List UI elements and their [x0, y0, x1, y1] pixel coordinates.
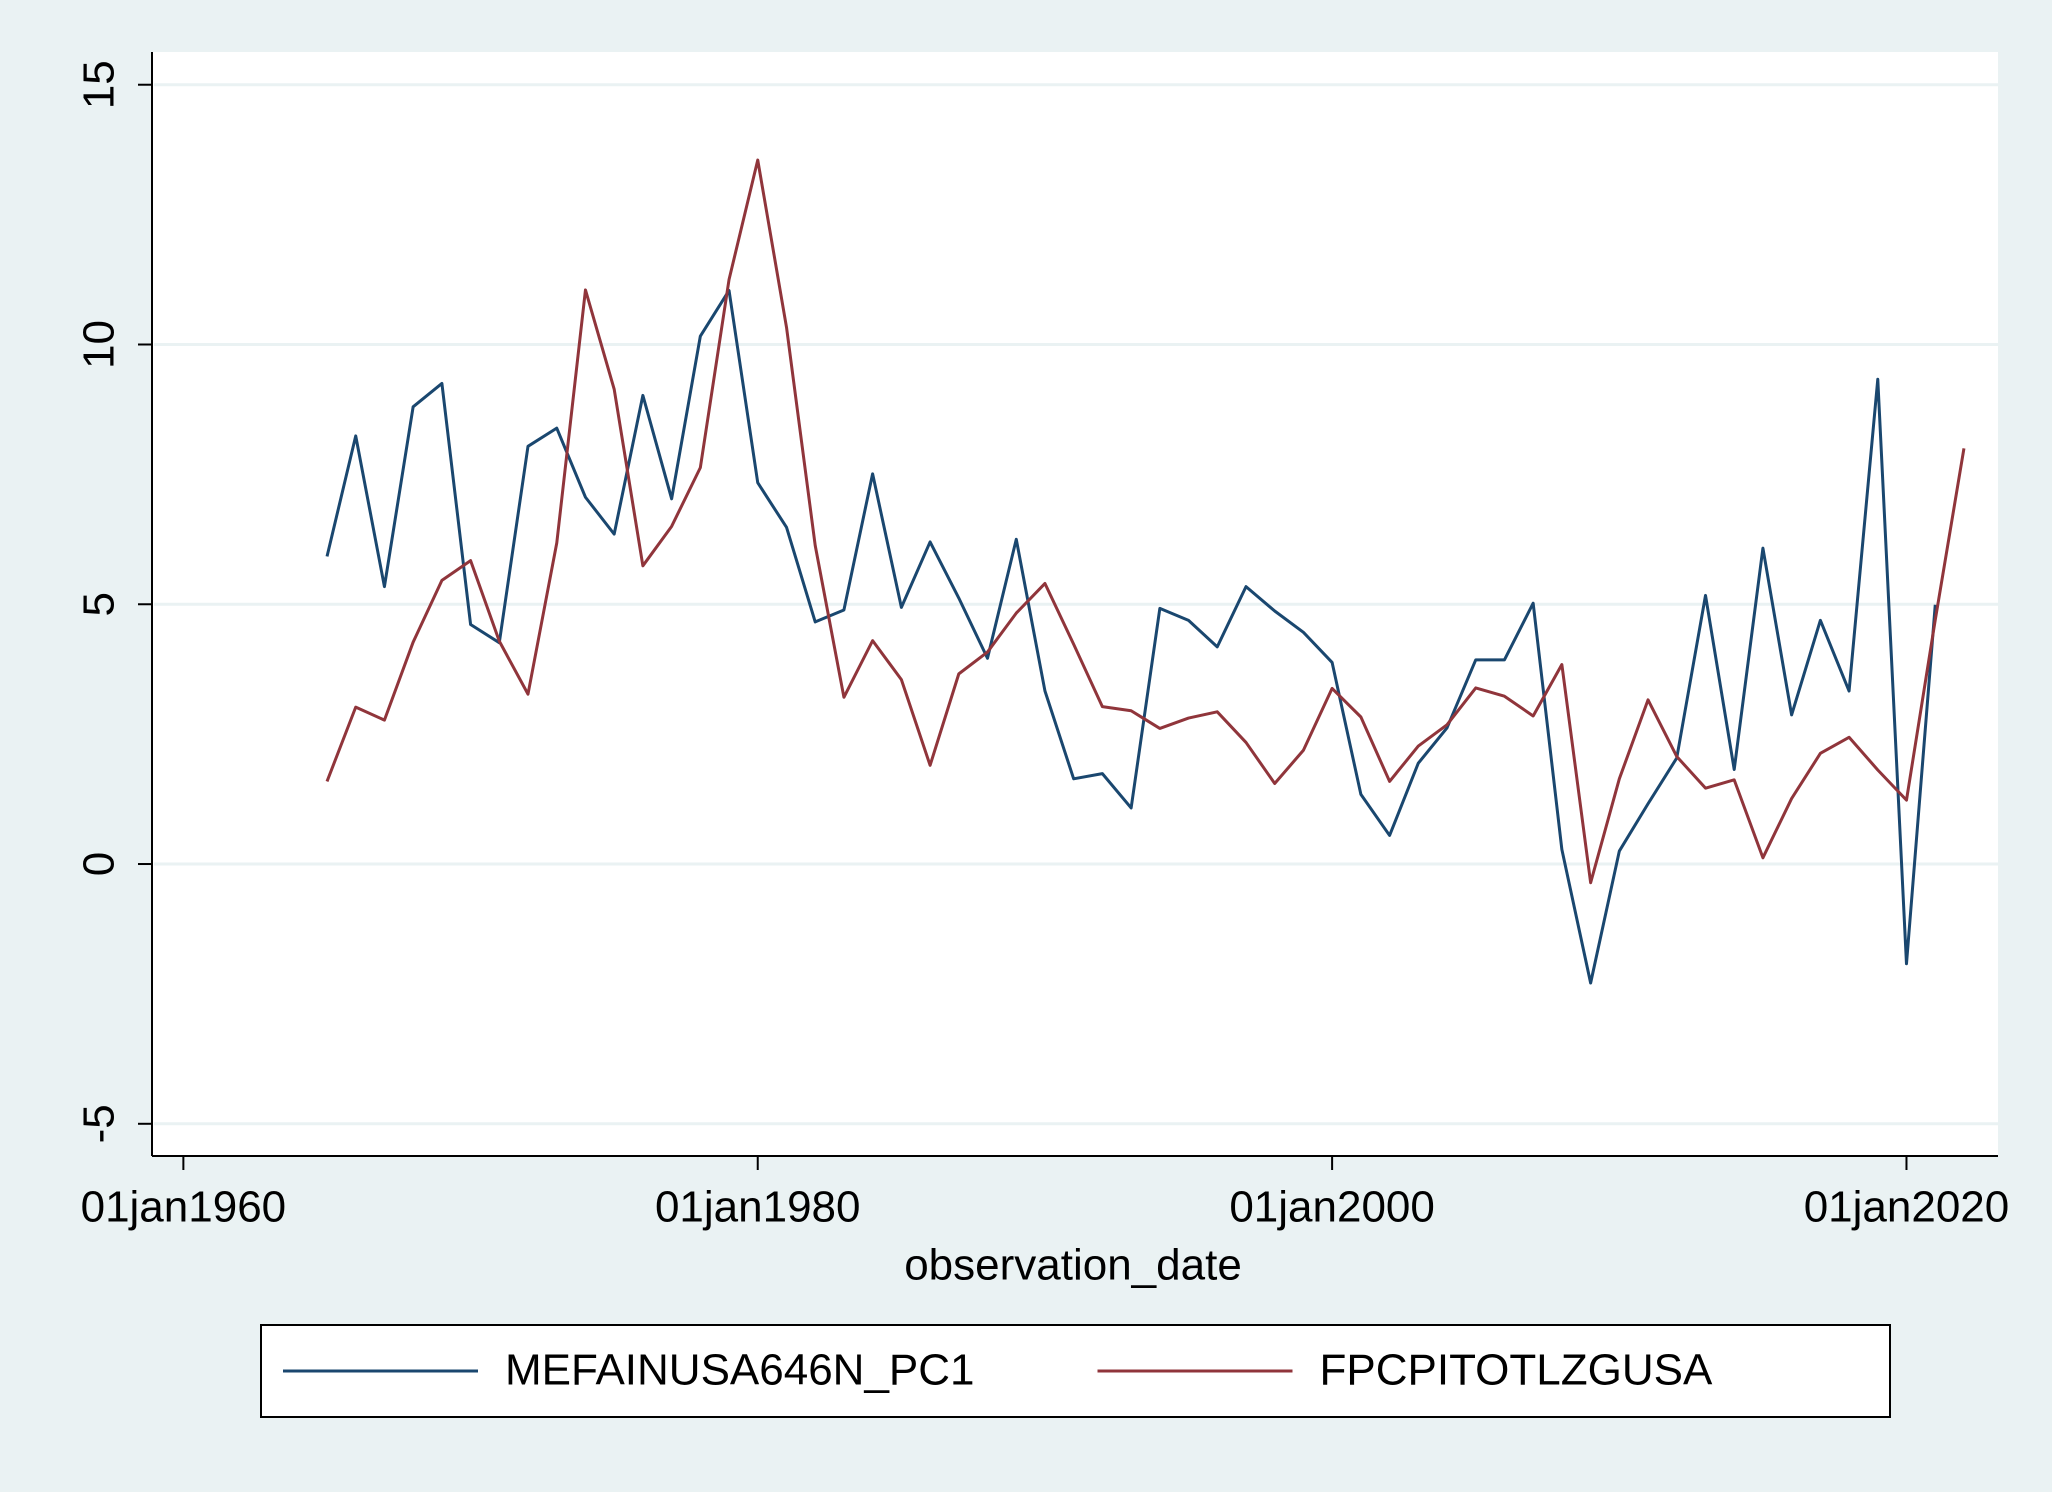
- y-tick-label: 10: [75, 320, 124, 369]
- series-line: [325, 288, 1937, 985]
- x-tick-label: 01jan1980: [655, 1183, 861, 1232]
- y-tick-label: 5: [75, 592, 124, 616]
- legend-label: FPCPITOTLZGUSA: [1320, 1346, 1713, 1395]
- x-axis-title: observation_date: [904, 1241, 1242, 1290]
- series-line: [325, 158, 1966, 885]
- y-tick-label: 15: [75, 60, 124, 109]
- y-tick-label: -5: [75, 1104, 124, 1143]
- legend: [260, 1324, 1891, 1418]
- x-tick-label: 01jan2020: [1804, 1183, 2010, 1232]
- y-tick-label: 0: [75, 852, 124, 876]
- x-tick-label: 01jan2000: [1229, 1183, 1435, 1232]
- x-tick-label: 01jan1960: [81, 1183, 287, 1232]
- legend-label: MEFAINUSA646N_PC1: [505, 1346, 975, 1395]
